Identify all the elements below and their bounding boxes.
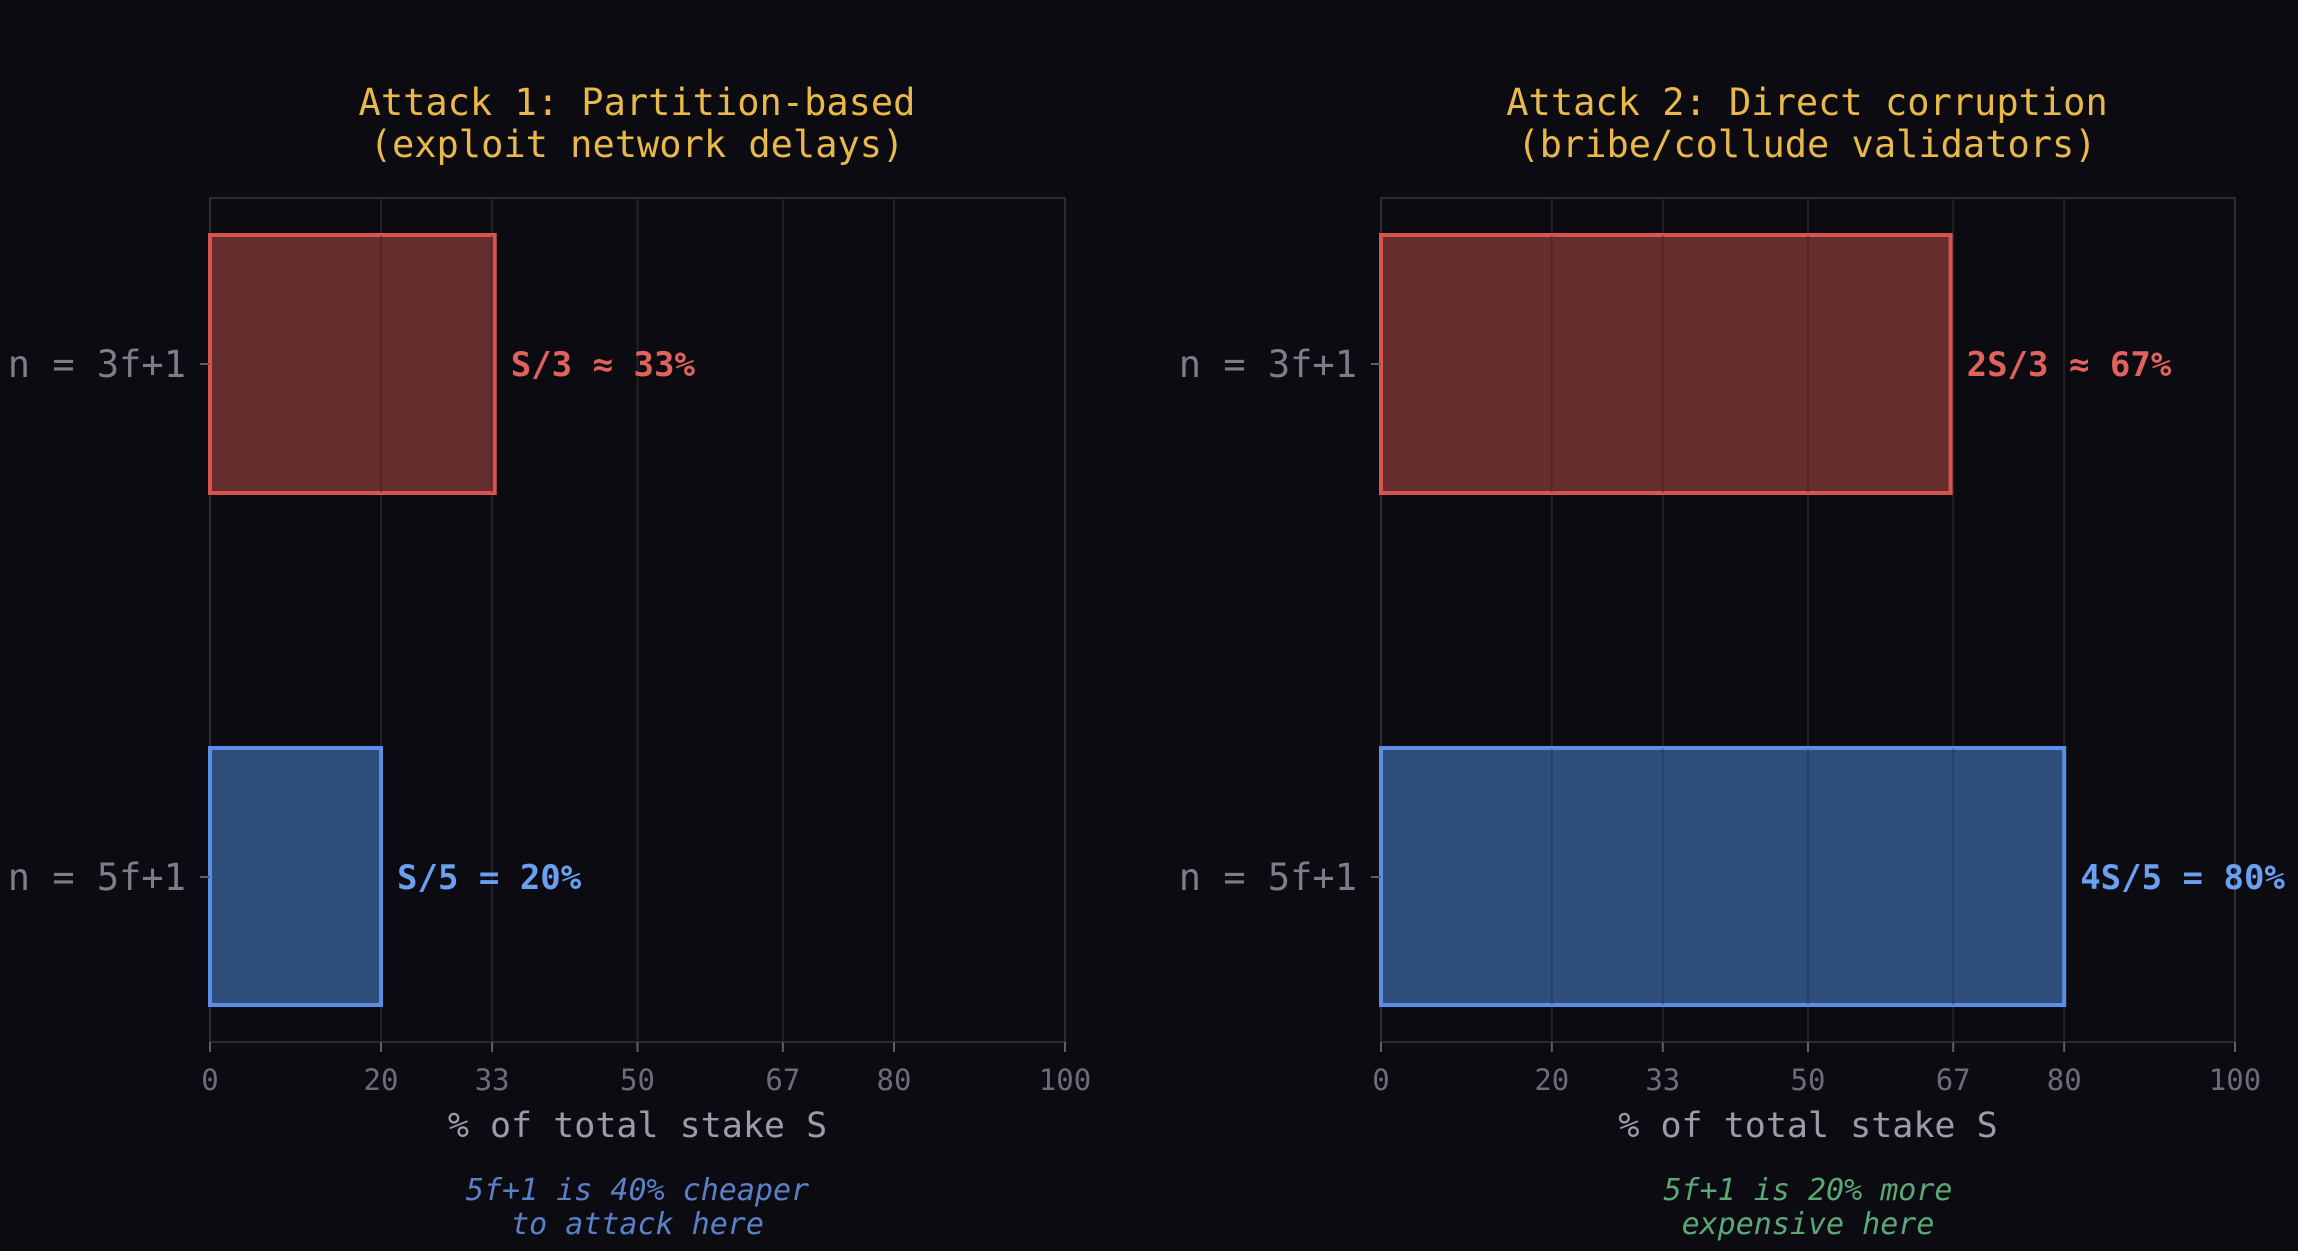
y-tick-label: n = 3f+1 [8,343,186,386]
chart-panel-2: Attack 2: Direct corruption(bribe/collud… [1179,81,2286,1242]
note-line: to attack here [511,1207,764,1242]
chart-subtitle: (exploit network delays) [370,123,905,166]
note-line: 5f+1 is 20% more [1664,1173,1953,1208]
chart-title: Attack 1: Partition-based [359,81,916,124]
x-tick-label: 50 [1791,1063,1826,1097]
bar-n-5f1 [1379,746,2067,1007]
x-tick-label: 20 [1534,1063,1569,1097]
note-line: 5f+1 is 40% cheaper [466,1173,809,1208]
note-line: expensive here [1682,1207,1935,1242]
data-label: 2S/3 ≈ 67% [1967,345,2172,385]
x-tick-label: 50 [620,1063,655,1097]
y-tick-label: n = 5f+1 [8,856,186,899]
x-tick-label: 100 [1039,1063,1091,1097]
bar-n-5f1 [208,746,383,1007]
x-tick-label: 67 [1936,1063,1971,1097]
chart-subtitle: (bribe/collude validators) [1517,123,2096,166]
data-label: S/3 ≈ 33% [511,345,696,385]
chart-title: Attack 2: Direct corruption [1506,81,2107,124]
x-tick-label: 80 [2047,1063,2082,1097]
x-tick-label: 20 [364,1063,399,1097]
x-tick-label: 33 [1645,1063,1680,1097]
bar-n-3f1 [208,233,497,495]
x-tick-label: 33 [475,1063,510,1097]
x-tick-label: 67 [765,1063,800,1097]
x-axis-label: % of total stake S [448,1106,827,1146]
y-tick-label: n = 3f+1 [1179,343,1357,386]
x-tick-label: 0 [201,1063,218,1097]
x-tick-label: 0 [1372,1063,1389,1097]
data-label: 4S/5 = 80% [2080,858,2285,898]
chart-panel-1: Attack 1: Partition-based(exploit networ… [8,81,1091,1242]
x-tick-label: 100 [2209,1063,2261,1097]
x-tick-label: 80 [877,1063,912,1097]
data-label: S/5 = 20% [397,858,582,898]
y-tick-label: n = 5f+1 [1179,856,1357,899]
x-axis-label: % of total stake S [1618,1106,1997,1146]
bar-n-3f1 [1379,233,1953,495]
